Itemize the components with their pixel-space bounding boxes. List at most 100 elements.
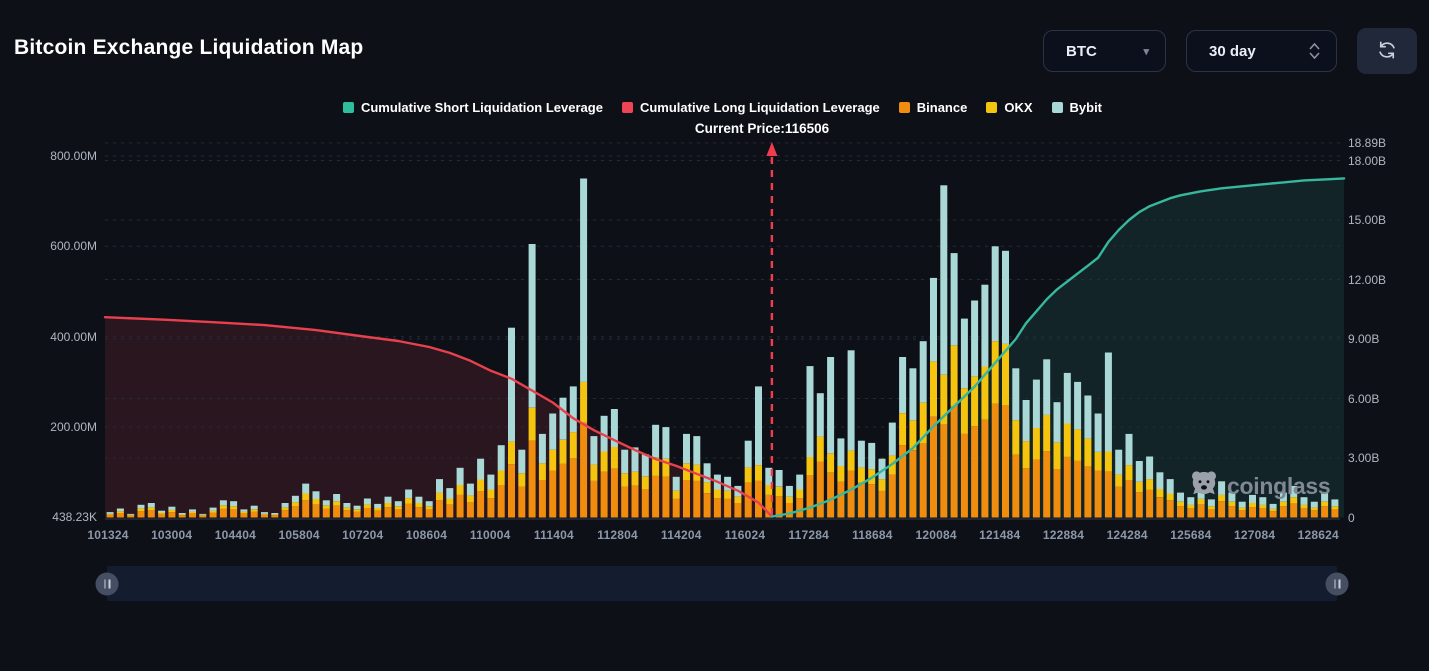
bar-okx (240, 511, 248, 514)
refresh-button[interactable] (1357, 28, 1417, 74)
legend-item[interactable]: Cumulative Long Liquidation Leverage (621, 100, 880, 115)
bar-bybit (312, 491, 320, 499)
bar-binance (487, 498, 495, 518)
bar-bybit (497, 445, 505, 471)
bar-okx (168, 509, 176, 513)
bar-okx (518, 473, 526, 487)
legend-item[interactable]: Cumulative Short Liquidation Leverage (342, 100, 603, 115)
right-axis-label: 0 (1348, 510, 1355, 525)
bar-bybit (1321, 492, 1329, 502)
bar-okx (291, 502, 299, 507)
range-slider[interactable] (95, 566, 1349, 601)
bar-binance (888, 474, 896, 518)
bar-binance (189, 513, 196, 518)
bar-okx (1043, 414, 1051, 452)
legend-item[interactable]: Bybit (1051, 100, 1102, 115)
bar-okx (580, 381, 588, 423)
bar-binance (765, 494, 773, 518)
bar-bybit (919, 341, 927, 403)
bar-okx (415, 503, 423, 508)
bar-bybit (621, 449, 629, 474)
bar-binance (363, 508, 371, 518)
bar-binance (662, 476, 670, 518)
bar-okx (652, 457, 660, 476)
bar-binance (271, 515, 279, 518)
x-axis-label: 128624 (1297, 528, 1339, 542)
coinglass-watermark: coinglass (1188, 468, 1331, 505)
bar-okx (363, 504, 371, 508)
slider-handle-left[interactable] (95, 572, 119, 595)
bar-binance (384, 507, 392, 518)
liquidation-chart[interactable] (0, 0, 1429, 560)
bar-okx (1290, 497, 1298, 504)
bar-binance (1177, 506, 1184, 518)
slider-handle-right[interactable] (1325, 572, 1349, 595)
x-axis-label: 104404 (214, 528, 257, 542)
bar-binance (1228, 506, 1236, 518)
bar-okx (219, 505, 227, 509)
bar-okx (1094, 452, 1102, 471)
legend-label: Cumulative Long Liquidation Leverage (639, 100, 880, 115)
bar-okx (394, 506, 402, 510)
bar-binance (425, 509, 433, 518)
bar-bybit (302, 483, 310, 494)
bar-okx (199, 514, 207, 516)
bar-binance (1022, 468, 1030, 518)
bar-okx (147, 507, 155, 511)
cumulative-line (770, 177, 1346, 518)
bar-bybit (209, 507, 217, 511)
legend-item[interactable]: OKX (986, 100, 1033, 115)
bar-bybit (1269, 503, 1277, 509)
bar-binance (394, 509, 402, 518)
bar-bybit (971, 300, 979, 377)
bar-binance (827, 472, 835, 518)
bar-binance (147, 510, 155, 518)
legend-item[interactable]: Binance (898, 100, 967, 115)
bar-binance (1084, 466, 1092, 518)
bar-okx (209, 510, 217, 513)
bar-bybit (827, 357, 835, 454)
bar-bybit (600, 415, 608, 452)
bar-bybit (384, 496, 392, 503)
bar-binance (1300, 508, 1308, 518)
bar-bybit (755, 386, 762, 465)
bar-bybit (333, 494, 341, 502)
bar-bybit (291, 495, 299, 503)
chevron-down-icon: ▾ (1143, 45, 1149, 58)
x-axis-label: 116024 (724, 528, 766, 542)
bar-bybit (158, 510, 166, 513)
bar-bybit (466, 483, 474, 496)
bar-bybit (446, 488, 454, 499)
legend-swatch-icon (986, 102, 998, 113)
bar-bybit (991, 246, 999, 342)
bar-okx (127, 514, 135, 516)
refresh-icon (1376, 39, 1398, 64)
right-axis-label: 18.89B (1348, 135, 1387, 150)
bar-bybit (1259, 497, 1267, 505)
bar-binance (1125, 480, 1133, 518)
bar-okx (1238, 507, 1246, 511)
coin-select[interactable]: BTC ▾ (1043, 30, 1166, 72)
bar-bybit (1084, 395, 1092, 439)
area-fill (771, 178, 1345, 518)
bar-bybit (394, 501, 402, 507)
bar-bybit (816, 393, 824, 437)
bar-bybit (631, 447, 639, 472)
bar-okx (456, 485, 464, 495)
bar-binance (1063, 456, 1071, 518)
x-axis-label: 114204 (661, 528, 702, 542)
bar-okx (940, 374, 948, 425)
period-select[interactable]: 30 day (1186, 30, 1337, 72)
bar-binance (1218, 501, 1226, 518)
bar-binance (1331, 509, 1339, 518)
bar-okx (796, 489, 804, 499)
bar-okx (610, 447, 618, 469)
bar-binance (1032, 459, 1040, 518)
bar-bybit (950, 253, 958, 346)
bar-bybit (744, 440, 752, 468)
bar-binance (415, 507, 423, 518)
bar-okx (713, 489, 721, 499)
bar-okx (302, 493, 310, 501)
x-axis-label: 111404 (533, 528, 574, 542)
